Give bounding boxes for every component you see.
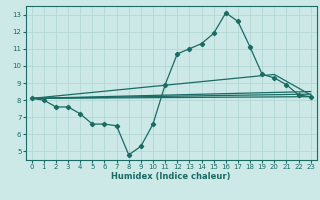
X-axis label: Humidex (Indice chaleur): Humidex (Indice chaleur): [111, 172, 231, 181]
